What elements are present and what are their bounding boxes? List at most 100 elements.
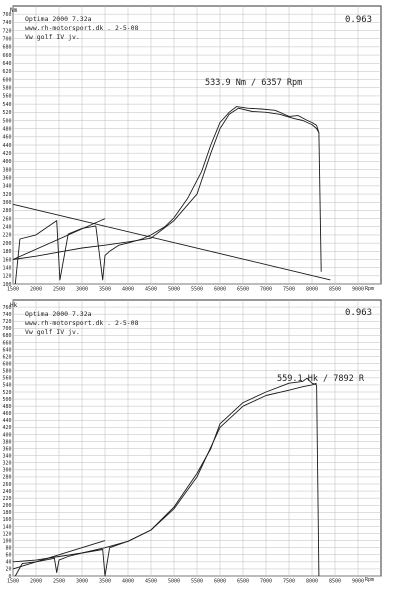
power-y-tick-label: 720 — [2, 319, 11, 325]
power-x-tick-label: 6500 — [237, 579, 249, 585]
torque-y-tick-label: 480 — [2, 126, 11, 132]
power-x-tick-label: 2000 — [30, 579, 42, 585]
power-x-tick-label: 7000 — [260, 579, 272, 585]
torque-y-tick-label: 540 — [2, 102, 11, 108]
torque-y-tick-label: 160 — [2, 257, 11, 263]
power-y-tick-label: 340 — [2, 453, 11, 459]
power-x-tick-label: 5000 — [168, 579, 180, 585]
torque-y-tick-label: 260 — [2, 216, 11, 222]
torque-y-tick-label: 280 — [2, 208, 11, 214]
power-y-tick-label: 240 — [2, 489, 11, 495]
power-y-tick-label: 300 — [2, 468, 11, 474]
torque-x-tick-label: 9000 — [352, 287, 364, 293]
power-y-tick-label: 100 — [2, 538, 11, 544]
power-y-tick-label: 180 — [2, 510, 11, 516]
torque-y-tick-label: 700 — [2, 37, 11, 43]
power-y-tick-label: 580 — [2, 369, 11, 375]
torque-x-tick-label: 4000 — [122, 287, 134, 293]
power-correction-factor: 0.963 — [345, 308, 372, 318]
torque-y-tick-label: 300 — [2, 200, 11, 206]
torque-y-tick-label: 580 — [2, 86, 11, 92]
power-y-tick-label: 200 — [2, 503, 11, 509]
torque-y-tick-label: 240 — [2, 225, 11, 231]
torque-x-tick-label: 6000 — [214, 287, 226, 293]
torque-series-3-line — [12, 203, 331, 281]
torque-x-tick-label: 2000 — [30, 287, 42, 293]
torque-y-tick-label: 400 — [2, 159, 11, 165]
power-x-tick-label: 1500 — [7, 579, 19, 585]
power-y-tick-label: 80 — [5, 545, 11, 551]
power-x-tick-label: 3000 — [76, 579, 88, 585]
torque-y-tick-label: 220 — [2, 233, 11, 239]
power-y-tick-label: 660 — [2, 340, 11, 346]
power-x-tick-label: 4500 — [145, 579, 157, 585]
power-y-tick-label: 380 — [2, 439, 11, 445]
torque-x-tick-label: 8500 — [329, 287, 341, 293]
torque-car-line: Vw golf IV jv. — [25, 33, 80, 41]
torque-y-tick-label: 640 — [2, 61, 11, 67]
torque-x-tick-label: 8000 — [306, 287, 318, 293]
torque-ylabel: Nm — [10, 7, 18, 14]
power-y-tick-label: 400 — [2, 432, 11, 438]
power-y-tick-label: 420 — [2, 425, 11, 431]
power-x-tick-label: 3500 — [99, 579, 111, 585]
power-y-tick-label: 140 — [2, 524, 11, 530]
power-y-tick-label: 620 — [2, 354, 11, 360]
torque-y-tick-label: 740 — [2, 20, 11, 26]
power-title: Optima 2000 7.32a — [25, 310, 92, 318]
torque-peak-annotation: 533.9 Nm / 6357 Rpm — [205, 78, 302, 88]
torque-x-tick-label: 7500 — [283, 287, 295, 293]
torque-y-tick-label: 500 — [2, 118, 11, 124]
torque-y-tick-label: 680 — [2, 45, 11, 51]
power-chart-panel: 0204060801001201401601802002202402602803… — [2, 299, 382, 585]
torque-series-2-line — [12, 107, 320, 260]
torque-y-tick-label: 600 — [2, 77, 11, 83]
power-source-line: www.rh-motorsport.dk . 2-5-08 — [25, 319, 139, 327]
power-y-tick-label: 320 — [2, 461, 11, 467]
torque-y-tick-label: 760 — [2, 12, 11, 18]
power-y-tick-label: 120 — [2, 531, 11, 537]
power-y-tick-label: 700 — [2, 326, 11, 332]
torque-series-4-line — [12, 218, 106, 260]
torque-y-tick-label: 360 — [2, 176, 11, 182]
power-y-tick-label: 540 — [2, 383, 11, 389]
torque-y-tick-label: 200 — [2, 241, 11, 247]
torque-y-tick-label: 620 — [2, 69, 11, 75]
torque-x-tick-label: 2500 — [53, 287, 65, 293]
power-y-tick-label: 60 — [5, 553, 11, 559]
torque-x-tick-label: 5500 — [191, 287, 203, 293]
power-x-tick-label: 5500 — [191, 579, 203, 585]
torque-y-tick-label: 340 — [2, 184, 11, 190]
torque-source-line: www.rh-motorsport.dk . 2-5-08 — [25, 24, 139, 32]
power-ylabel: Hk — [10, 302, 18, 309]
torque-grid: 100 120 140 160 180 200 220 240 260 280 300 320 340 3… — [2, 5, 382, 293]
torque-correction-factor: 0.963 — [345, 15, 372, 25]
power-y-tick-label: 280 — [2, 475, 11, 481]
power-grid: 0204060801001201401601802002202402602803… — [2, 299, 382, 585]
torque-y-tick-label: 380 — [2, 167, 11, 173]
power-x-tick-label: 9000 — [352, 579, 364, 585]
torque-x-tick-label: 5000 — [168, 287, 180, 293]
power-car-line: Vw golf IV jv. — [25, 328, 80, 336]
torque-x-tick-label: 4500 — [145, 287, 157, 293]
torque-y-tick-label: 560 — [2, 94, 11, 100]
power-y-tick-label: 160 — [2, 517, 11, 523]
power-series-3-line — [12, 540, 106, 570]
power-y-tick-label: 480 — [2, 404, 11, 410]
torque-y-tick-label: 720 — [2, 28, 11, 34]
power-y-tick-label: 360 — [2, 446, 11, 452]
power-y-tick-label: 520 — [2, 390, 11, 396]
torque-y-tick-label: 140 — [2, 265, 11, 271]
power-y-tick-label: 220 — [2, 496, 11, 502]
power-y-tick-label: 460 — [2, 411, 11, 417]
power-y-tick-label: 260 — [2, 482, 11, 488]
power-x-tick-label: 8000 — [306, 579, 318, 585]
power-xlabel: Rpm — [365, 577, 374, 583]
power-y-tick-label: 40 — [5, 560, 11, 566]
torque-x-tick-label: 3000 — [76, 287, 88, 293]
power-x-tick-label: 4000 — [122, 579, 134, 585]
torque-y-tick-label: 120 — [2, 274, 11, 280]
power-x-tick-label: 2500 — [53, 579, 65, 585]
torque-y-tick-label: 460 — [2, 135, 11, 141]
